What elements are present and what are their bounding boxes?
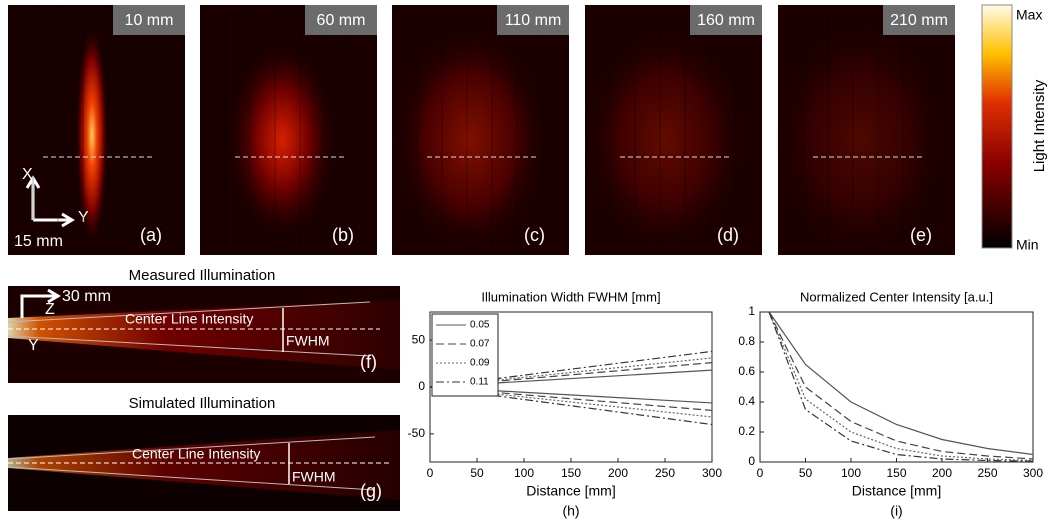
chart-title: Normalized Center Intensity [a.u.] — [800, 289, 993, 304]
panel-label: 10 mm — [125, 12, 174, 29]
panel-tag: (e) — [910, 225, 932, 245]
chart-title: Illumination Width FWHM [mm] — [481, 289, 660, 304]
panel-tag: (b) — [332, 225, 354, 245]
panel-tag: (a) — [140, 225, 162, 245]
beam-spot — [585, 30, 745, 250]
center-label: Center Line Intensity — [132, 446, 260, 462]
legend-label: 0.07 — [470, 339, 490, 350]
axis-x: X — [22, 166, 33, 183]
legend-label: 0.09 — [470, 358, 490, 369]
axis-arrows — [20, 288, 61, 318]
series-line — [429, 350, 713, 388]
panel-label: 110 mm — [505, 12, 562, 29]
center-label: Center Line Intensity — [125, 311, 253, 327]
image-panels — [8, 5, 955, 255]
colorbar-min: Min — [1016, 237, 1039, 253]
x-tick-label: 300 — [702, 466, 722, 480]
y-tick-label: 0.8 — [738, 334, 755, 348]
panel-label: 210 mm — [890, 12, 948, 29]
colorbar-max: Max — [1016, 7, 1042, 23]
series-line — [768, 311, 1034, 456]
series-line — [429, 386, 713, 412]
chart-tag: (h) — [562, 503, 579, 519]
y-tick-label: 0 — [418, 379, 425, 393]
series-line — [429, 362, 713, 388]
axis-y: Y — [28, 337, 39, 354]
beam — [8, 430, 400, 500]
series-line — [768, 311, 1034, 460]
panel-tag: (f) — [360, 352, 377, 372]
y-tick-label: -50 — [408, 426, 426, 440]
series-line — [429, 386, 713, 418]
y-tick-label: 1 — [748, 304, 755, 318]
colorbar-label: Light Intensity — [1031, 79, 1048, 172]
legend-label: 0.11 — [470, 377, 489, 388]
plot-area — [759, 311, 1034, 463]
x-tick-label: 100 — [514, 466, 534, 480]
scale-label: 15 mm — [14, 233, 63, 250]
x-tick-label: 250 — [977, 466, 997, 480]
x-tick-label: 50 — [799, 466, 813, 480]
x-tick-label: 200 — [608, 466, 628, 480]
fwhm-edge — [7, 436, 376, 460]
fwhm-edge — [7, 335, 371, 357]
beam-spot — [76, 25, 108, 245]
x-tick-label: 250 — [655, 466, 675, 480]
colorbar — [981, 4, 1013, 249]
panel-tag: (d) — [717, 225, 739, 245]
label-box — [690, 5, 762, 35]
legend-label: 0.05 — [470, 320, 490, 331]
panel-label: 60 mm — [317, 12, 366, 29]
axis-y: Y — [78, 209, 89, 226]
label-box — [497, 5, 569, 35]
x-tick-label: 300 — [1023, 466, 1043, 480]
panel-title: Simulated Illumination — [129, 395, 276, 412]
series-line — [429, 357, 713, 388]
x-tick-label: 100 — [841, 466, 861, 480]
fwhm-edge — [7, 466, 376, 491]
x-tick-label: 150 — [886, 466, 906, 480]
beam-spot — [775, 25, 945, 255]
y-tick-label: 0.2 — [738, 424, 755, 438]
y-tick-label: 0 — [748, 454, 755, 468]
fwhm-label: FWHM — [292, 469, 336, 485]
scale-label: 30 mm — [62, 288, 111, 305]
x-axis-label: Distance [mm] — [526, 483, 615, 499]
chart-tag: (i) — [890, 503, 902, 519]
fwhm-label: FWHM — [286, 333, 330, 349]
x-tick-label: 200 — [932, 466, 952, 480]
panel-tag: (c) — [524, 225, 545, 245]
label-box — [305, 5, 377, 35]
x-tick-label: 0 — [427, 466, 434, 480]
axis-z: Z — [45, 301, 55, 318]
y-tick-label: 0.4 — [738, 394, 755, 408]
x-axis-label: Distance [mm] — [852, 483, 941, 499]
panel-title: Measured Illumination — [129, 267, 276, 284]
x-tick-label: 50 — [470, 466, 484, 480]
beam-spot — [227, 40, 337, 240]
x-tick-label: 0 — [757, 466, 764, 480]
label-box — [883, 5, 955, 35]
fwhm-edge — [7, 301, 371, 323]
panel-label: 160 mm — [697, 12, 755, 29]
panel-tag: (g) — [360, 481, 382, 501]
y-tick-label: 50 — [412, 332, 426, 346]
y-tick-label: 0.6 — [738, 364, 755, 378]
beam-spot — [395, 30, 545, 250]
axis-arrows — [25, 175, 75, 228]
x-tick-label: 150 — [561, 466, 581, 480]
label-box — [113, 5, 185, 35]
